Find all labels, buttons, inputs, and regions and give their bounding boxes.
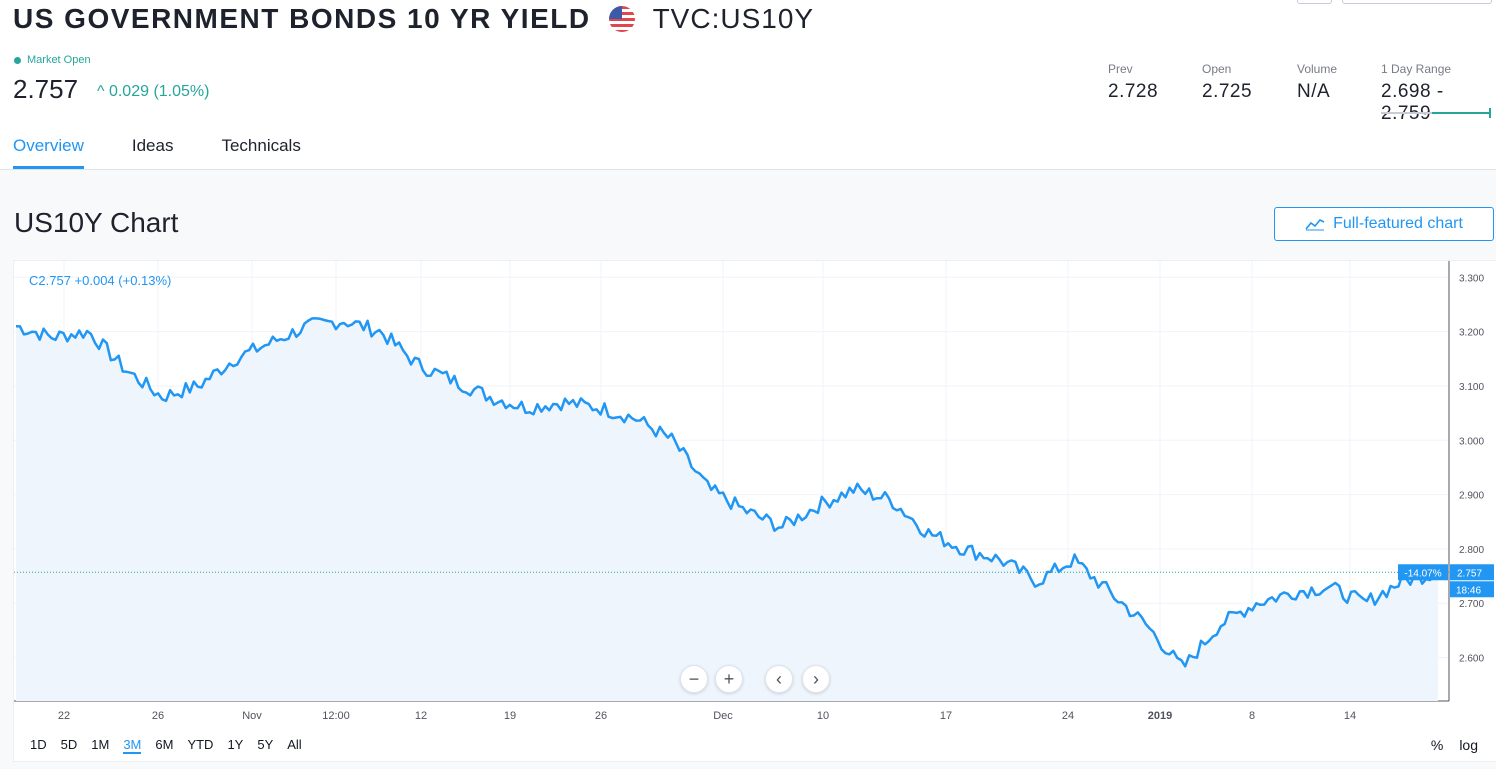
countdown-label: 18:46 — [1456, 585, 1481, 596]
header-panel: US GOVERNMENT BONDS 10 YR YIELD TVC:US10… — [0, 0, 1496, 170]
x-tick-label: Dec — [713, 710, 733, 722]
stat-volume-value: N/A — [1297, 81, 1331, 102]
stat-prev-label: Prev — [1108, 62, 1133, 76]
market-open-dot-icon — [14, 56, 21, 64]
top-small-button[interactable] — [1297, 0, 1332, 4]
market-status-label: Market Open — [27, 54, 91, 66]
y-tick-label: 2.600 — [1459, 654, 1484, 665]
us-flag-icon — [608, 6, 635, 32]
stat-open-label: Open — [1202, 62, 1232, 76]
change-pct-badge — [1398, 564, 1448, 581]
y-tick-label: 3.100 — [1459, 382, 1484, 393]
y-tick-label: 2.800 — [1459, 545, 1484, 556]
stat-open: Open 2.725 — [1202, 62, 1252, 103]
stat-open-value: 2.725 — [1202, 81, 1253, 102]
tab-ideas[interactable]: Ideas — [131, 136, 174, 155]
zoom-out-button[interactable]: − — [680, 665, 708, 693]
page-title: US GOVERNMENT BONDS 10 YR YIELD TVC:US10… — [13, 3, 814, 35]
period-5y[interactable]: 5Y — [257, 737, 274, 752]
stat-volume-label: Volume — [1297, 62, 1338, 76]
x-tick-label: 24 — [1062, 710, 1074, 722]
x-tick-label: 12 — [415, 710, 427, 722]
stat-day-range: 1 Day Range 2.698 - 2.759 — [1381, 62, 1496, 125]
chart-section-title: US10Y Chart — [14, 207, 179, 238]
period-selector: 1D 5D 1M 3M 6M YTD 1Y 5Y All — [30, 737, 316, 754]
period-1m[interactable]: 1M — [91, 737, 110, 752]
last-price-label: 2.757 — [1457, 568, 1482, 579]
stat-prev-value: 2.728 — [1108, 81, 1159, 102]
period-6m[interactable]: 6M — [155, 737, 174, 752]
stat-range-value: 2.698 - 2.759 — [1381, 81, 1444, 124]
section-tabs: Overview Ideas Technicals — [13, 136, 349, 169]
period-all[interactable]: All — [287, 737, 302, 752]
period-ytd[interactable]: YTD — [187, 737, 214, 752]
top-wide-button[interactable] — [1342, 0, 1492, 4]
percent-scale-toggle[interactable]: % — [1430, 737, 1444, 753]
price-change: ^ 0.029 (1.05%) — [97, 83, 210, 100]
stat-volume: Volume N/A — [1297, 62, 1337, 103]
scroll-left-button[interactable]: ‹ — [765, 665, 793, 693]
zoom-in-button[interactable]: + — [715, 665, 743, 693]
period-1d[interactable]: 1D — [30, 737, 47, 752]
change-pct-label: -14.07% — [1404, 568, 1441, 579]
stat-range-label: 1 Day Range — [1381, 62, 1452, 76]
countdown-badge — [1450, 581, 1494, 598]
scale-options: % log — [1415, 737, 1478, 753]
day-range-marker — [1489, 108, 1491, 118]
current-price: 2.757 — [13, 74, 79, 104]
last-price-badge — [1450, 564, 1494, 581]
full-featured-chart-label: Full-featured chart — [1333, 215, 1463, 232]
x-tick-label: Nov — [242, 710, 262, 722]
y-tick-label: 2.900 — [1459, 491, 1484, 502]
ticker-symbol: TVC:US10Y — [652, 3, 815, 34]
stat-prev: Prev 2.728 — [1108, 62, 1158, 103]
price-area-fill — [16, 318, 1438, 701]
y-tick-label: 3.300 — [1459, 273, 1484, 284]
x-tick-label: 10 — [817, 710, 829, 722]
x-tick-label: 2019 — [1148, 710, 1172, 722]
market-status: Market Open — [14, 54, 91, 66]
y-tick-label: 3.200 — [1459, 328, 1484, 339]
period-5d[interactable]: 5D — [60, 737, 78, 752]
tab-technicals[interactable]: Technicals — [221, 136, 301, 155]
day-range-bar — [1381, 108, 1491, 118]
scroll-right-button[interactable]: › — [802, 665, 830, 693]
price-series-line — [15, 317, 1439, 668]
y-tick-label: 3.000 — [1459, 436, 1484, 447]
chart-line-icon — [1305, 219, 1325, 231]
period-1y[interactable]: 1Y — [227, 737, 244, 752]
log-scale-toggle[interactable]: log — [1459, 737, 1478, 753]
period-3m[interactable]: 3M — [123, 737, 142, 754]
x-tick-label: 14 — [1344, 710, 1356, 722]
day-range-fill — [1432, 112, 1491, 114]
x-tick-label: 26 — [595, 710, 607, 722]
x-tick-label: 8 — [1249, 710, 1255, 722]
price-chart[interactable]: 3.300 3.200 3.100 3.000 2.900 2.800 2.700 2.600… — [14, 261, 1496, 763]
bond-title: US GOVERNMENT BONDS 10 YR YIELD — [13, 3, 591, 34]
x-tick-label: 26 — [152, 710, 164, 722]
x-tick-label: 19 — [504, 710, 516, 722]
x-tick-label: 12:00 — [322, 710, 350, 722]
tab-overview[interactable]: Overview — [13, 136, 84, 169]
chart-container[interactable]: 3.300 3.200 3.100 3.000 2.900 2.800 2.700 2.600… — [13, 260, 1496, 762]
chart-legend: C2.757 +0.004 (+0.13%) — [29, 273, 172, 288]
x-tick-label: 22 — [58, 710, 70, 722]
full-featured-chart-button[interactable]: Full-featured chart — [1274, 207, 1494, 241]
y-tick-label: 2.700 — [1459, 599, 1484, 610]
x-tick-label: 17 — [940, 710, 952, 722]
